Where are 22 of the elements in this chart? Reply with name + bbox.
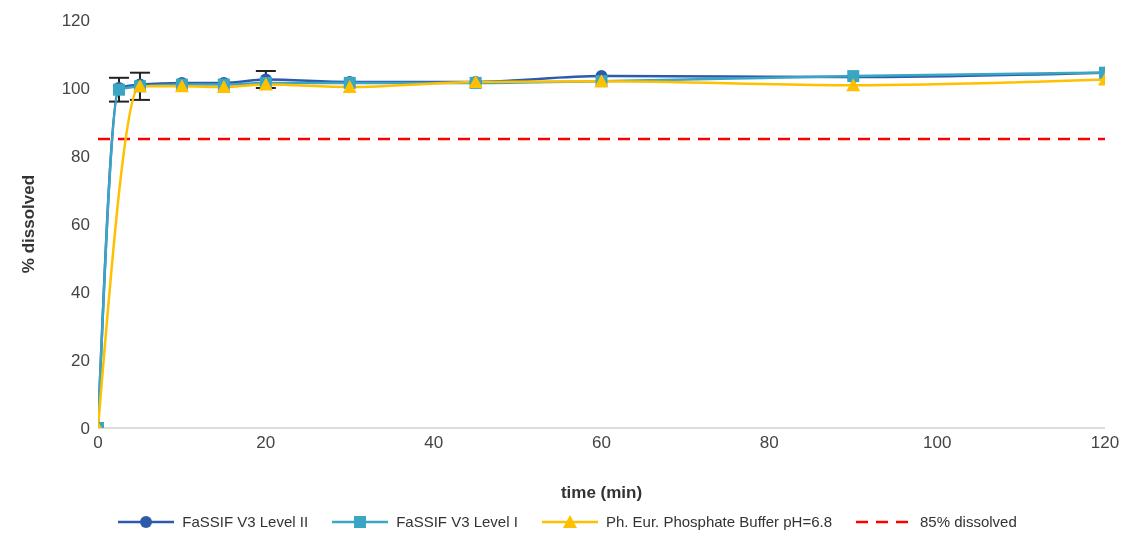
x-tick-label: 0 — [93, 433, 103, 453]
legend-label: FaSSIF V3 Level II — [182, 513, 309, 530]
x-tick-label: 120 — [1090, 433, 1120, 453]
x-tick-label: 60 — [592, 433, 611, 453]
y-tick-label: 80 — [71, 147, 90, 167]
point — [846, 78, 861, 92]
y-tick-label: 20 — [71, 351, 90, 371]
x-tick-label: 100 — [922, 433, 952, 453]
x-tick-label: 40 — [424, 433, 444, 453]
y-axis-title: % dissolved — [19, 174, 39, 274]
y-tick-label: 0 — [80, 419, 90, 439]
x-tick-label: 80 — [759, 433, 779, 453]
y-tick-label: 40 — [71, 283, 90, 303]
y-tick-label: 60 — [71, 215, 90, 235]
x-axis-title: time (min) — [560, 483, 643, 502]
y-tick-label: 120 — [61, 11, 90, 31]
y-tick-label: 100 — [61, 79, 90, 99]
x-tick-label: 20 — [256, 433, 276, 453]
legend-label: 85% dissolved — [920, 513, 1017, 530]
point — [342, 79, 357, 93]
legend-label: FaSSIF V3 Level I — [396, 513, 518, 530]
legend-label: Ph. Eur. Phosphate Buffer pH=6.8 — [605, 513, 833, 530]
